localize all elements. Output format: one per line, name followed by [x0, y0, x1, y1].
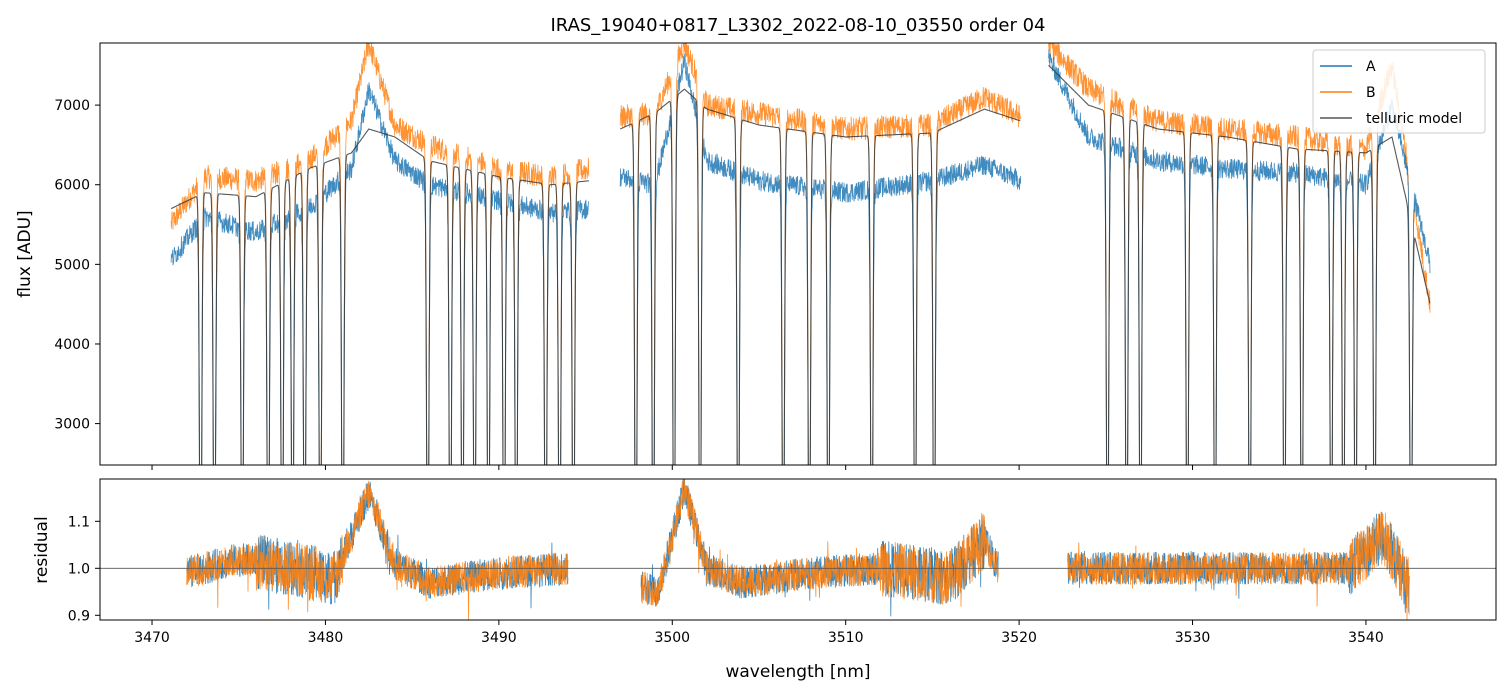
series-b-segment-1 — [619, 43, 1022, 465]
series-model-segment-0 — [170, 128, 589, 465]
flux-axes-frame — [99, 42, 1497, 466]
series-a-segment-2 — [1048, 49, 1431, 465]
legend-a-label: A — [1366, 59, 1376, 75]
legend-b-label: B — [1366, 85, 1376, 101]
flux-y-tick-label-6000: 6000 — [54, 178, 90, 194]
series-b-segment-2 — [1048, 43, 1431, 465]
x-tick-label-3540: 3540 — [1348, 630, 1384, 646]
flux-plot-area — [170, 43, 1431, 465]
residual-y-ticks: 0.9 1.0 1.1 — [68, 514, 100, 624]
flux-panel: 3000 4000 5000 6000 7000 flux [ADU] A B tell… — [15, 42, 1497, 470]
residual-plot-area — [100, 479, 1496, 620]
flux-y-tick-label-3000: 3000 — [54, 417, 90, 433]
flux-y-tick-label-7000: 7000 — [54, 98, 90, 114]
x-tick-label-3490: 3490 — [481, 630, 517, 646]
series-a-segment-1 — [619, 53, 1022, 465]
residual-b-segment-0 — [186, 480, 569, 620]
x-tick-label-3520: 3520 — [1001, 630, 1037, 646]
flux-y-ticks: 3000 4000 5000 6000 7000 — [54, 98, 100, 433]
residual-y-tick-label-0.9: 0.9 — [68, 608, 90, 624]
residual-axes-frame — [99, 478, 1497, 621]
x-tick-label-3510: 3510 — [828, 630, 864, 646]
flux-y-label: flux [ADU] — [15, 210, 35, 297]
flux-x-ticks — [151, 465, 1367, 470]
residual-b-segment-2 — [1067, 511, 1410, 620]
x-tick-label-3480: 3480 — [308, 630, 344, 646]
residual-y-tick-label-1.1: 1.1 — [68, 514, 90, 530]
x-tick-label-3530: 3530 — [1175, 630, 1211, 646]
residual-x-ticks: 3470 3480 3490 3500 3510 3520 3530 3540 — [134, 620, 1384, 646]
legend-model-label: telluric model — [1366, 111, 1462, 127]
residual-b-segment-1 — [640, 479, 999, 607]
x-axis-label: wavelength [nm] — [725, 662, 870, 682]
series-model-segment-1 — [620, 88, 1021, 465]
residual-a-segment-0 — [186, 481, 569, 610]
flux-y-tick-label-5000: 5000 — [54, 257, 90, 273]
legend-box — [1312, 49, 1486, 134]
x-tick-label-3470: 3470 — [134, 630, 170, 646]
residual-y-label: residual — [32, 516, 52, 583]
flux-y-tick-label-4000: 4000 — [54, 337, 90, 353]
chart-title: IRAS_19040+0817_L3302_2022-08-10_03550 o… — [550, 15, 1045, 36]
series-model-segment-2 — [1048, 64, 1431, 465]
legend: A B telluric model — [1312, 49, 1486, 134]
x-tick-label-3500: 3500 — [654, 630, 690, 646]
residual-y-tick-label-1.0: 1.0 — [68, 561, 90, 577]
residual-panel: 0.9 1.0 1.1 3470 3480 3490 3500 3510 3520 3530 35… — [32, 478, 1497, 682]
